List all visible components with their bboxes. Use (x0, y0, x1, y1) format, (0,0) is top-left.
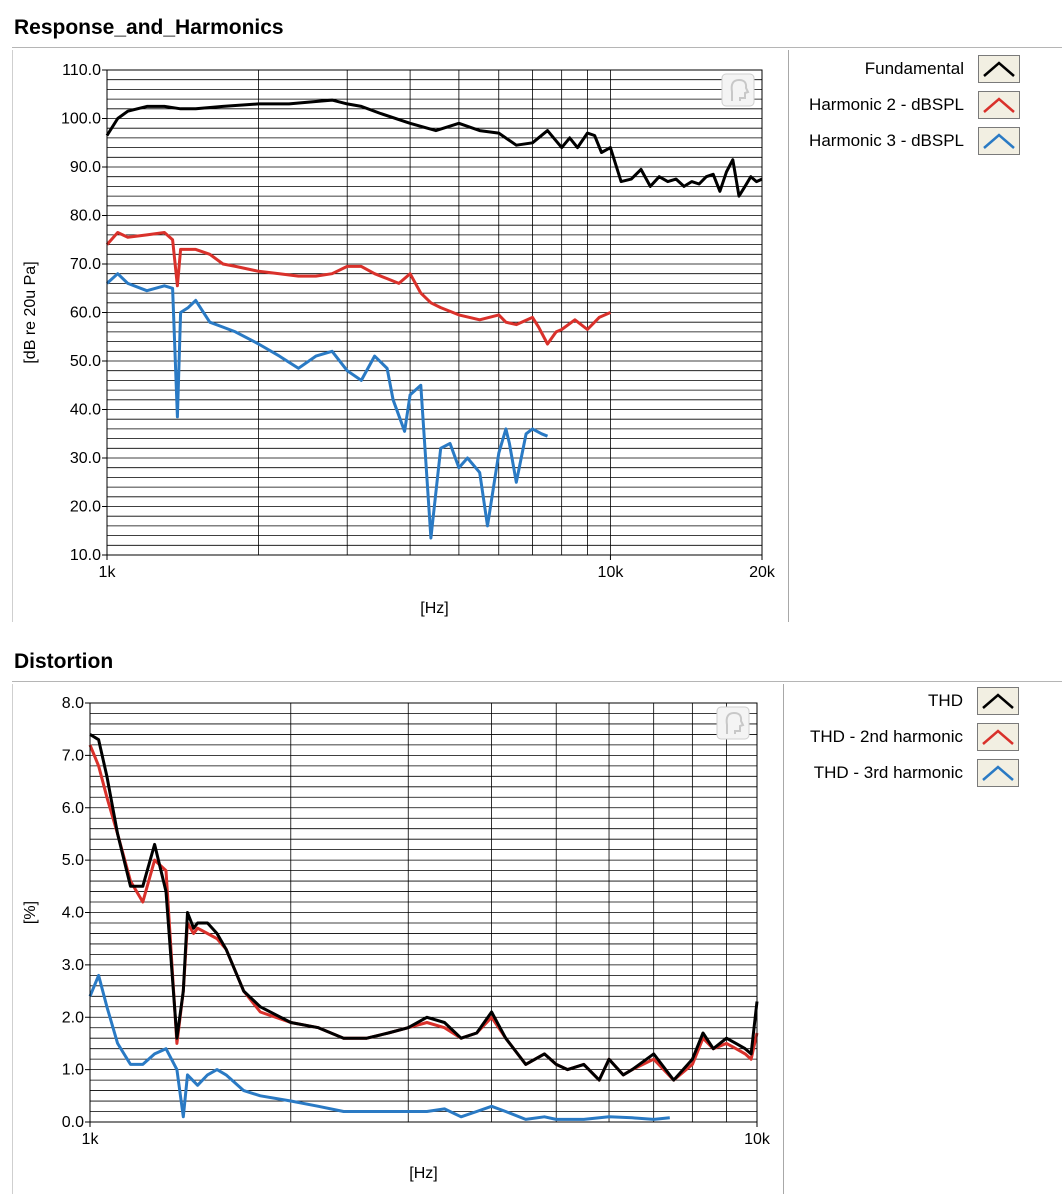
legend-item-harmonic-2[interactable]: Harmonic 2 - dBSPL (809, 90, 1020, 120)
y-tick-label: 80.0 (70, 208, 101, 225)
legend-item-fundamental[interactable]: Fundamental (865, 54, 1020, 84)
y-tick-label: 2.0 (62, 1009, 84, 1026)
line-swatch-icon[interactable] (978, 127, 1020, 155)
y-tick-label: 8.0 (62, 695, 84, 712)
response-grid (106, 69, 763, 556)
head-silhouette (725, 711, 745, 734)
legend-separator (783, 684, 784, 1194)
distortion-y-ticks: 0.0 1.0 2.0 3.0 4.0 5.0 6.0 7.0 8.0 (62, 695, 90, 1131)
line-swatch-icon[interactable] (977, 723, 1019, 751)
y-tick-label: 50.0 (70, 353, 101, 370)
graph-palette-icon[interactable] (716, 706, 750, 740)
palette-icon-bg (716, 706, 750, 740)
legend-item-thd-2nd[interactable]: THD - 2nd harmonic (810, 722, 1019, 752)
response-x-axis-label: [Hz] (420, 600, 448, 617)
y-tick-label: 10.0 (70, 547, 101, 564)
x-tick-label: 1k (99, 564, 117, 581)
legend-label: Harmonic 3 - dBSPL (809, 131, 964, 150)
x-tick-label: 10k (598, 564, 625, 581)
legend-separator (788, 50, 789, 622)
y-tick-label: 110.0 (62, 62, 101, 79)
y-tick-label: 7.0 (62, 747, 84, 764)
y-tick-label: 1.0 (62, 1062, 84, 1079)
line-swatch-icon[interactable] (978, 91, 1020, 119)
head-silhouette (730, 78, 750, 101)
title-rule (12, 681, 1062, 682)
distortion-legend: THD THD - 2nd harmonic THD - 3rd harmoni… (785, 686, 1019, 796)
distortion-series (88, 733, 759, 1121)
chart-panel-border (12, 50, 13, 622)
series-line-1 (105, 98, 763, 198)
title-rule (12, 47, 1062, 48)
y-tick-label: 90.0 (70, 159, 101, 176)
distortion-x-ticks: 1k 10k (82, 1122, 771, 1148)
distortion-x-axis-label: [Hz] (409, 1165, 437, 1182)
distortion-grid (89, 702, 758, 1123)
series-line-3 (105, 272, 549, 540)
series-line-1 (89, 733, 759, 1082)
y-tick-label: 60.0 (70, 305, 101, 322)
graph-palette-icon[interactable] (721, 73, 755, 107)
response-legend: Fundamental Harmonic 2 - dBSPL Harmonic … (790, 52, 1020, 162)
legend-item-harmonic-3[interactable]: Harmonic 3 - dBSPL (809, 126, 1020, 156)
legend-label: THD - 2nd harmonic (809, 727, 963, 746)
x-tick-label: 1k (82, 1131, 100, 1148)
response-y-axis-label: [dB re 20u Pa] (22, 261, 39, 363)
chart-panel-border (12, 684, 13, 1194)
line-swatch-icon[interactable] (978, 55, 1020, 83)
legend-item-thd-3rd[interactable]: THD - 3rd harmonic (814, 758, 1019, 788)
response-x-ticks: 1k 10k 20k (99, 555, 776, 581)
line-swatch-icon[interactable] (977, 687, 1019, 715)
legend-label: Harmonic 2 - dBSPL (809, 95, 964, 114)
y-tick-label: 30.0 (70, 450, 101, 467)
y-tick-label: 0.0 (62, 1114, 84, 1131)
x-tick-label: 20k (749, 564, 776, 581)
y-tick-label: 40.0 (70, 402, 101, 419)
series-line-3 (88, 973, 670, 1121)
y-tick-label: 5.0 (62, 852, 84, 869)
y-tick-label: 20.0 (70, 499, 101, 516)
distortion-y-axis-label: [%] (22, 901, 39, 924)
y-tick-label: 100.0 (61, 111, 101, 128)
chart-title-distortion: Distortion (14, 650, 114, 673)
legend-label: Fundamental (864, 59, 964, 78)
legend-label: THD - 3rd harmonic (813, 763, 963, 782)
y-tick-label: 4.0 (62, 905, 84, 922)
legend-item-thd[interactable]: THD (928, 686, 1019, 716)
y-tick-label: 3.0 (62, 957, 84, 974)
x-tick-label: 10k (744, 1131, 771, 1148)
y-tick-label: 70.0 (70, 256, 101, 273)
response-series (105, 98, 763, 540)
response-y-ticks: 10.0 20.0 30.0 40.0 50.0 60.0 70.0 80.0 90.0 100.… (61, 62, 107, 564)
legend-label: THD (928, 691, 963, 710)
line-swatch-icon[interactable] (977, 759, 1019, 787)
y-tick-label: 6.0 (62, 800, 84, 817)
chart-title-response: Response_and_Harmonics (14, 16, 284, 39)
series-line-2 (105, 231, 612, 346)
